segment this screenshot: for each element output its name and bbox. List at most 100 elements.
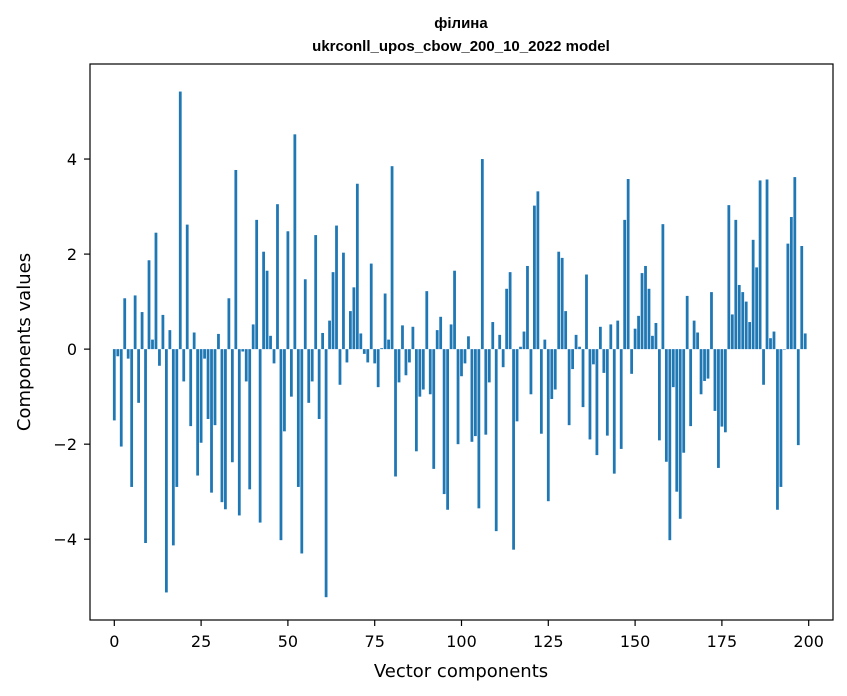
bar (164, 349, 168, 593)
bar (685, 295, 689, 350)
bar (564, 311, 568, 350)
bar (553, 349, 557, 390)
bar (713, 349, 717, 411)
bar (269, 335, 272, 350)
bar (598, 326, 602, 350)
bar (498, 334, 502, 350)
bar (217, 333, 220, 350)
bar (585, 274, 588, 350)
bar (192, 332, 196, 350)
bar (355, 183, 359, 350)
bar (404, 349, 408, 376)
bar (366, 349, 370, 363)
bar (651, 335, 654, 350)
bar (484, 349, 488, 435)
bar (456, 349, 460, 445)
bar (383, 293, 387, 350)
bar (803, 333, 807, 350)
bar (199, 349, 203, 443)
bar (293, 134, 297, 350)
bar (626, 179, 630, 350)
bar (224, 349, 227, 510)
bar (296, 349, 300, 487)
bar (796, 349, 800, 446)
bar (352, 287, 356, 350)
bars-group (112, 91, 807, 598)
bar (664, 349, 668, 462)
bar (130, 349, 134, 487)
bar (345, 349, 349, 363)
bar (696, 332, 699, 350)
bar (619, 349, 623, 449)
bar (203, 349, 206, 359)
bar (536, 191, 540, 350)
y-tick-label: 4 (67, 150, 77, 169)
bar (310, 349, 314, 382)
bar (751, 239, 755, 350)
bar (328, 320, 331, 350)
bar (578, 346, 581, 350)
bar (196, 349, 200, 476)
bar (262, 251, 265, 350)
bar (460, 349, 463, 377)
bar (244, 349, 248, 382)
bar (557, 251, 561, 350)
bar (467, 336, 470, 350)
bar (265, 270, 269, 350)
bar (560, 257, 564, 350)
bar (317, 349, 321, 419)
x-tick-label: 75 (365, 632, 385, 651)
bar (539, 349, 543, 434)
bar (189, 349, 193, 427)
bar (487, 349, 491, 383)
y-tick-label: 0 (67, 340, 77, 359)
bar (241, 349, 245, 352)
bar (342, 252, 345, 350)
bar (272, 349, 276, 364)
bar (248, 349, 252, 490)
bar (349, 311, 352, 350)
bar (279, 349, 283, 541)
bar (463, 349, 467, 364)
bar (158, 349, 161, 366)
bar (154, 232, 158, 350)
bar (234, 169, 238, 350)
x-tick-label: 175 (707, 632, 738, 651)
bar (411, 326, 415, 350)
bar (647, 288, 651, 350)
bar (453, 270, 456, 350)
plot-frame (89, 63, 834, 621)
bar (779, 349, 783, 487)
bar (723, 349, 727, 433)
bar (116, 349, 120, 357)
bar (387, 339, 390, 350)
x-axis-label: Vector components (374, 661, 548, 682)
bar (182, 349, 186, 382)
bar (692, 320, 696, 350)
bar (515, 349, 519, 422)
bar (592, 349, 595, 365)
bar (168, 330, 172, 350)
bar (220, 349, 224, 503)
x-axis-ticks: 0 25 50 75 100 125 150 175 200 (109, 620, 824, 651)
bar (338, 349, 342, 385)
y-tick-label: −2 (53, 435, 77, 454)
bar (616, 320, 620, 350)
bar (390, 166, 394, 350)
bar (658, 349, 661, 441)
bar (362, 349, 366, 354)
bar (401, 325, 404, 350)
bar (331, 272, 335, 350)
bar (744, 301, 748, 350)
bar (137, 349, 140, 403)
bar (408, 349, 411, 363)
bar (376, 349, 380, 388)
bar (571, 349, 574, 370)
bar (119, 349, 123, 447)
bar (748, 322, 752, 350)
bar (671, 349, 675, 388)
bar (491, 322, 495, 350)
bar (439, 316, 443, 350)
bar (730, 314, 734, 350)
bar (734, 219, 738, 350)
